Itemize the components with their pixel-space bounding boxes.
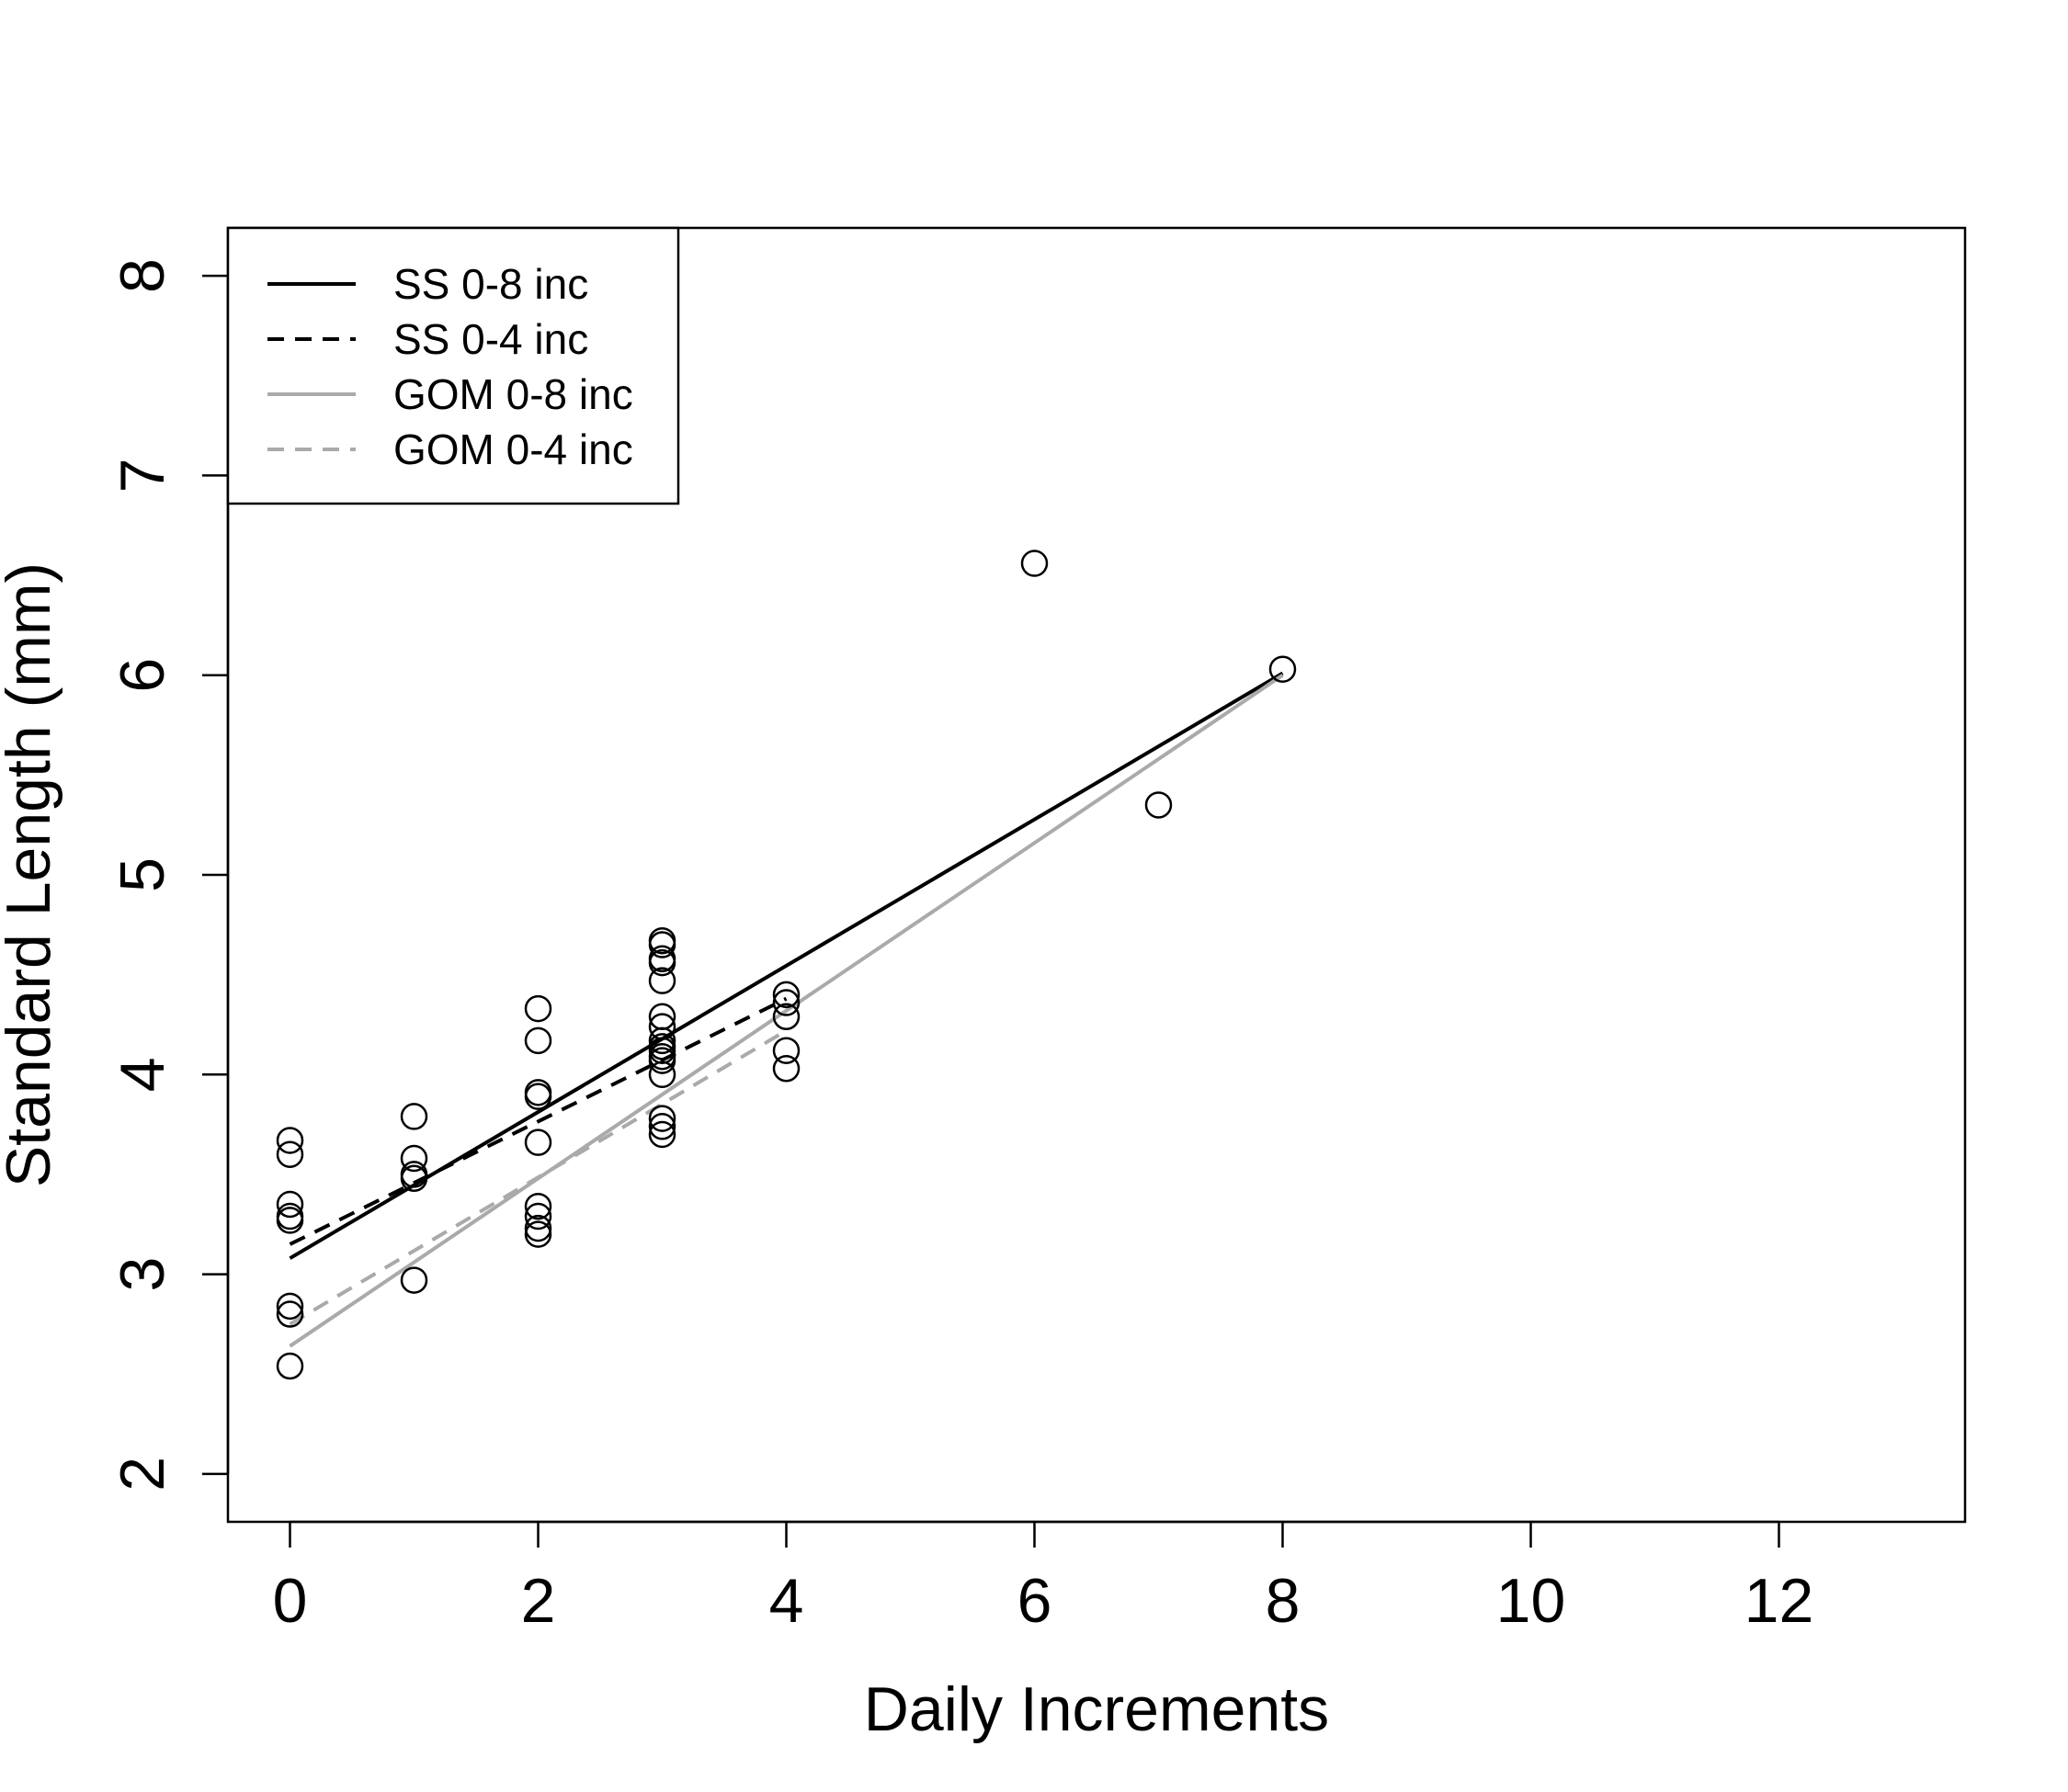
legend-label: SS 0-4 inc	[393, 315, 588, 363]
data-point	[648, 948, 676, 977]
y-tick-label: 5	[108, 857, 177, 892]
x-tick-label: 6	[1017, 1566, 1052, 1636]
data-point	[524, 1083, 552, 1110]
legend-label: GOM 0-4 inc	[393, 425, 633, 473]
fit-line-2	[289, 996, 788, 1246]
data-point	[772, 989, 801, 1016]
x-axis-label: Daily Increments	[864, 1674, 1329, 1744]
x-tick-label: 12	[1744, 1566, 1814, 1636]
data-point	[648, 931, 676, 958]
data-point	[524, 1026, 552, 1055]
data-point	[772, 1037, 801, 1064]
legend-label: GOM 0-8 inc	[393, 370, 633, 418]
y-tick-label: 2	[108, 1457, 177, 1491]
fit-line-1	[289, 671, 1284, 1260]
data-point	[524, 1214, 552, 1242]
x-tick-label: 2	[521, 1566, 556, 1636]
y-tick-label: 7	[108, 459, 177, 493]
data-point	[400, 1144, 428, 1173]
data-point	[648, 1047, 676, 1074]
legend-box	[226, 226, 680, 505]
data-point	[276, 1127, 304, 1154]
data-point	[400, 1266, 428, 1294]
data-point	[276, 1190, 304, 1219]
y-tick-label: 3	[108, 1257, 177, 1292]
data-point	[648, 1105, 676, 1132]
data-point	[1268, 655, 1297, 683]
data-point	[648, 1060, 676, 1089]
legend-label: SS 0-8 inc	[393, 260, 588, 308]
x-tick-label: 0	[273, 1566, 308, 1636]
data-points	[276, 550, 1297, 1380]
data-point	[772, 1003, 801, 1031]
data-point	[524, 994, 552, 1023]
x-tick-label: 10	[1496, 1566, 1566, 1636]
data-point	[1020, 550, 1049, 577]
y-axis-label: Standard Length (mm)	[0, 562, 63, 1187]
data-point	[276, 1140, 304, 1168]
data-point	[648, 1026, 676, 1055]
data-point	[524, 1220, 552, 1248]
x-axis: 0 2 4 6 8 10 12	[273, 1520, 1814, 1636]
x-tick-label: 8	[1266, 1566, 1301, 1636]
data-point	[1144, 791, 1173, 819]
x-tick-label: 4	[769, 1566, 804, 1636]
data-point	[648, 1120, 676, 1149]
data-point	[400, 1103, 428, 1130]
data-point	[772, 981, 801, 1009]
data-point	[648, 967, 676, 994]
data-point	[276, 1207, 304, 1234]
data-point	[400, 1164, 428, 1193]
data-point	[276, 1292, 304, 1321]
fit-line-3	[289, 674, 1284, 1348]
data-point	[648, 1113, 676, 1140]
y-tick-label: 4	[108, 1057, 177, 1092]
data-point	[276, 1352, 304, 1380]
data-point	[524, 1192, 552, 1220]
fit-line-4	[289, 1028, 788, 1326]
y-tick-label: 8	[108, 258, 177, 293]
fit-lines	[289, 671, 1284, 1348]
data-point	[276, 1300, 304, 1328]
data-point	[772, 1055, 801, 1083]
data-point	[524, 1129, 552, 1156]
data-point	[524, 1202, 552, 1231]
y-axis: 2 3 4 5 6 7 8	[108, 258, 230, 1491]
legend: SS 0-8 inc SS 0-4 inc GOM 0-8 inc GOM 0-4 i…	[226, 226, 680, 505]
y-tick-label: 6	[108, 658, 177, 693]
